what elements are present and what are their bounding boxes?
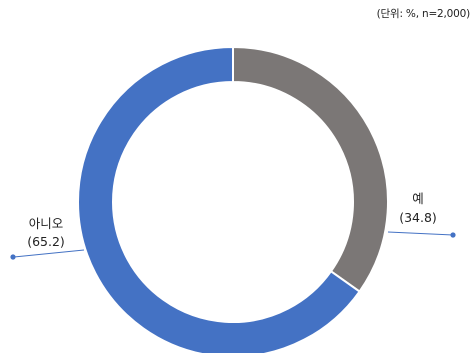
- data-label-no-name: 아니오: [29, 216, 64, 231]
- data-label-no-value: (65.2): [27, 234, 65, 249]
- data-label-yes-name: 예: [412, 191, 424, 206]
- leader-line-no: [13, 249, 85, 258]
- unit-note: (단위: %, n=2,000): [376, 8, 471, 20]
- leader-dot-no: [10, 254, 16, 260]
- slices-layer: [77, 45, 389, 357]
- donut-slice-yes: [232, 45, 389, 293]
- data-labels-layer: 예 (34.8) 아니오 (65.2): [27, 191, 437, 249]
- leader-line-yes: [387, 231, 454, 236]
- data-label-yes-value: (34.8): [399, 210, 437, 225]
- leader-dot-yes: [450, 232, 456, 238]
- donut-slice-no: [77, 45, 361, 357]
- leader-lines-layer: [10, 231, 456, 260]
